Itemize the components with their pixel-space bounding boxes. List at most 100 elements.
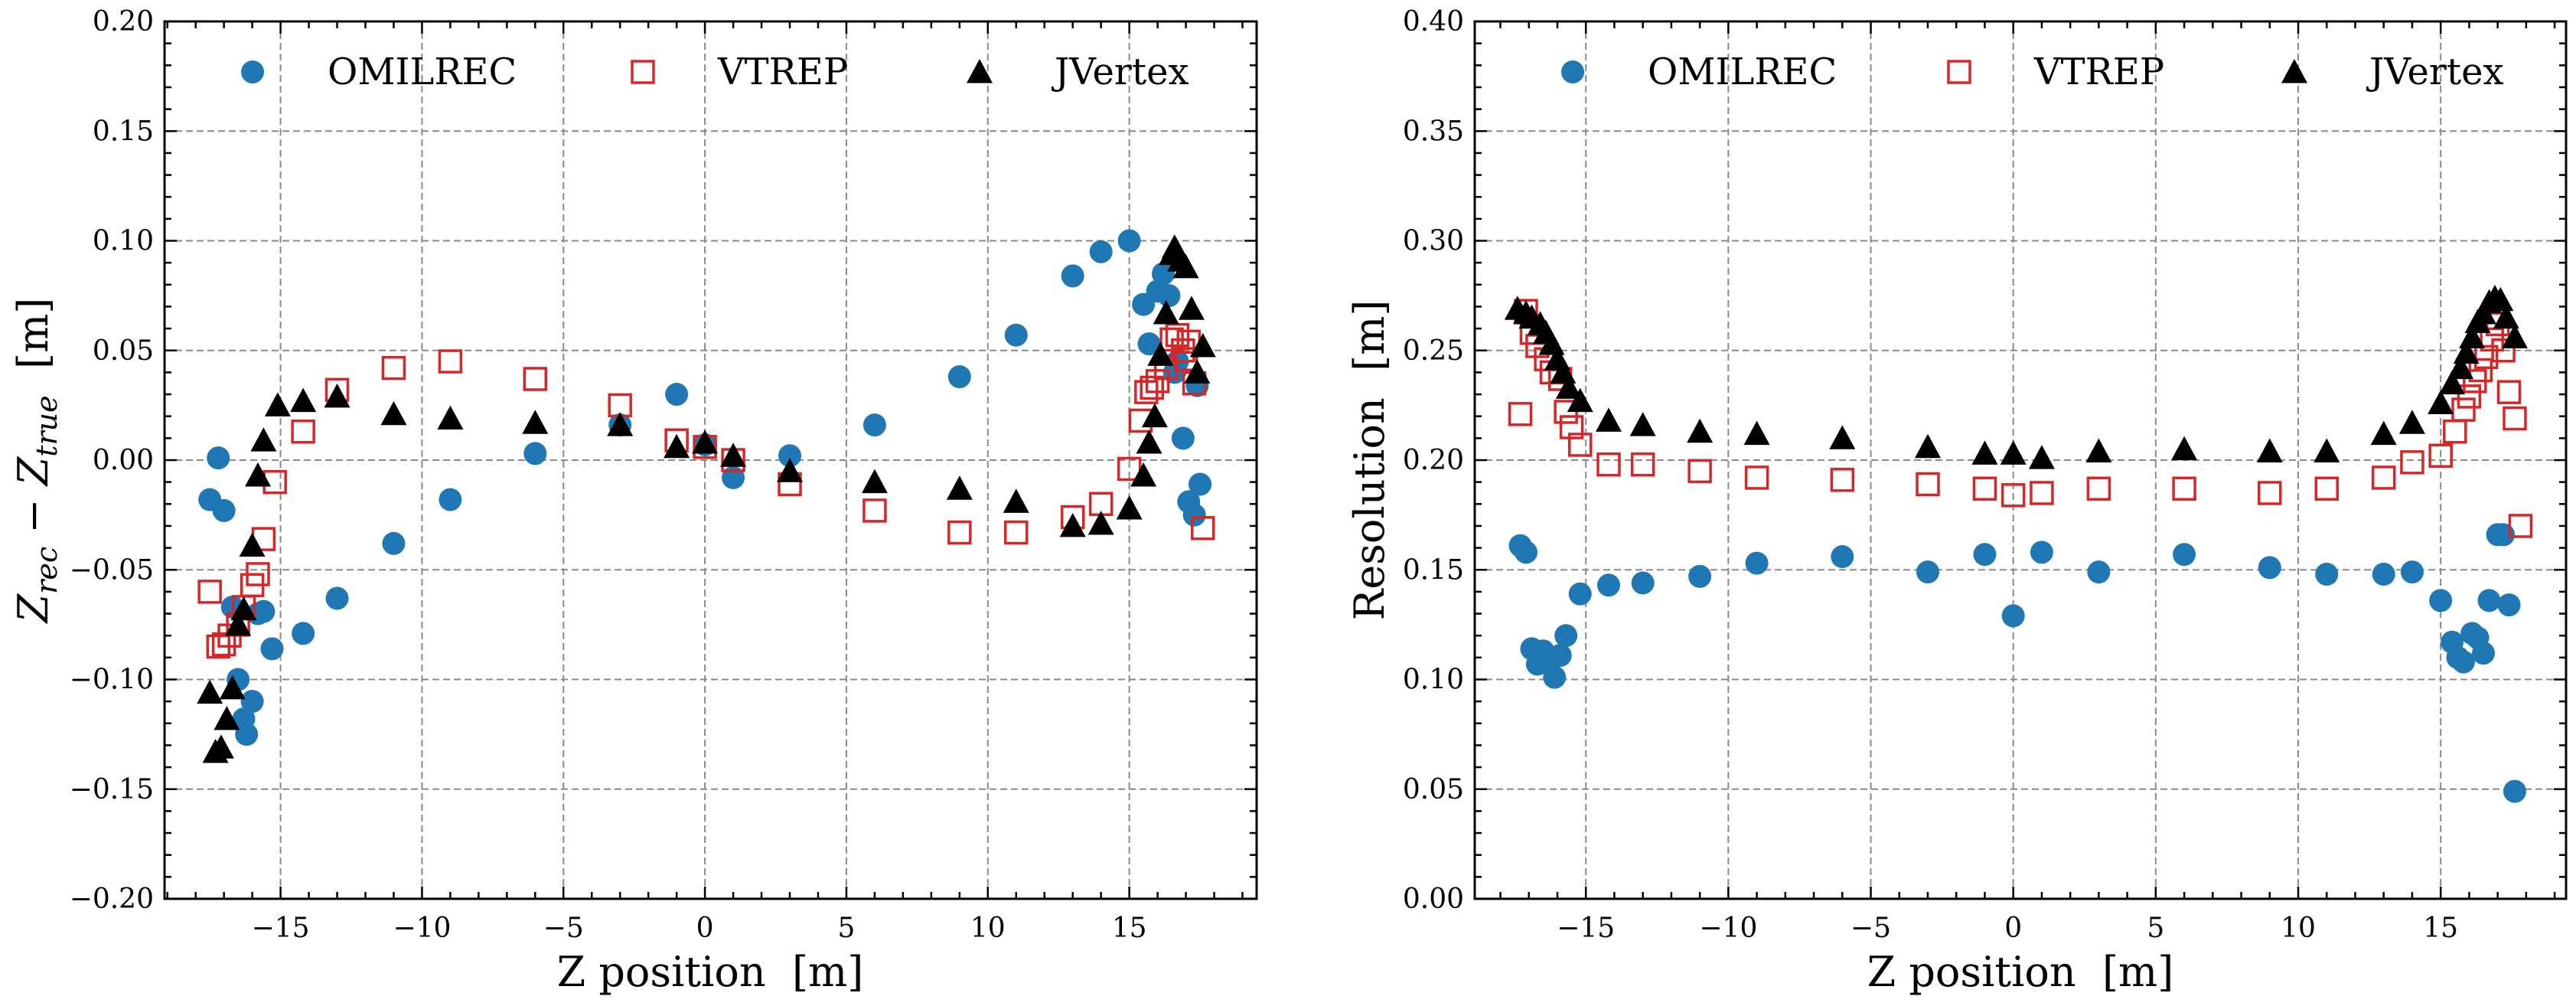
data-point-omilrec bbox=[1189, 472, 1212, 496]
y-tick-label: 0.00 bbox=[93, 445, 154, 476]
y-tick-label: −0.20 bbox=[70, 884, 154, 915]
data-point-jvertex bbox=[244, 462, 271, 487]
y-tick-label: 0.05 bbox=[1403, 774, 1464, 805]
y-tick-label: −0.05 bbox=[70, 554, 154, 586]
data-point-jvertex bbox=[1147, 341, 1174, 366]
series-vtrep bbox=[1508, 299, 2533, 538]
data-point-omilrec bbox=[240, 690, 264, 714]
data-point-omilrec bbox=[2173, 543, 2196, 567]
data-point-omilrec bbox=[2001, 604, 2025, 628]
legend-label-omilrec: OMILREC bbox=[1648, 51, 1837, 93]
x-tick-label: 5 bbox=[837, 913, 855, 944]
data-point-jvertex bbox=[230, 596, 257, 621]
data-point-omilrec bbox=[1004, 323, 1028, 347]
data-point-vtrep bbox=[1145, 369, 1170, 394]
data-point-jvertex bbox=[1743, 420, 1770, 446]
data-point-omilrec bbox=[1596, 573, 1620, 597]
data-point-vtrep bbox=[211, 632, 236, 657]
tick-labels: −15 −10 −5 0 5 10 15 0.00 0.05 0.10 0.15 0.20 0.25 0.… bbox=[1403, 6, 2458, 944]
data-point-jvertex bbox=[1178, 296, 1205, 320]
data-point-omilrec bbox=[1916, 560, 1939, 584]
plot-frame bbox=[163, 20, 1258, 900]
data-point-omilrec bbox=[1554, 624, 1578, 648]
x-tick-label: 5 bbox=[2147, 913, 2164, 944]
data-point-omilrec bbox=[1515, 541, 1538, 564]
y-label-z1: Z bbox=[9, 593, 57, 624]
y-label-sub1: rec bbox=[30, 547, 64, 594]
data-point-omilrec bbox=[523, 442, 547, 465]
data-point-vtrep bbox=[2371, 465, 2396, 490]
grid-lines bbox=[165, 21, 1257, 900]
data-point-jvertex bbox=[2428, 390, 2454, 414]
data-point-vtrep bbox=[1140, 375, 1164, 400]
series-vtrep bbox=[197, 322, 1215, 659]
data-point-vtrep bbox=[862, 498, 887, 523]
x-tick-label: −10 bbox=[393, 913, 451, 944]
data-point-jvertex bbox=[1172, 253, 1199, 279]
x-tick-label: −5 bbox=[1850, 913, 1891, 944]
data-point-vtrep bbox=[2400, 450, 2424, 475]
y-tick-label: 0.00 bbox=[1403, 884, 1464, 915]
data-point-omilrec bbox=[252, 599, 276, 623]
data-point-omilrec bbox=[778, 444, 802, 468]
series-jvertex bbox=[197, 234, 1216, 763]
data-point-omilrec bbox=[1171, 426, 1195, 450]
x-tick-label: 15 bbox=[2423, 913, 2458, 944]
data-point-jvertex bbox=[264, 392, 291, 416]
data-point-jvertex bbox=[380, 400, 407, 426]
x-tick-label: −5 bbox=[543, 913, 584, 944]
data-point-vtrep bbox=[2314, 476, 2339, 501]
y-axis-label: Zrec − Ztrue [m] bbox=[9, 298, 64, 625]
data-point-omilrec bbox=[1568, 582, 1592, 606]
plot-frame bbox=[1473, 20, 2568, 900]
data-point-vtrep bbox=[523, 367, 548, 391]
data-point-vtrep bbox=[381, 355, 406, 381]
y-tick-label: 0.10 bbox=[93, 226, 154, 257]
legend-label-omilrec: OMILREC bbox=[328, 51, 517, 93]
x-tick-label: −15 bbox=[252, 913, 310, 944]
legend-marker-jvertex bbox=[967, 59, 993, 83]
y-tick-label: 0.30 bbox=[1403, 226, 1464, 257]
data-point-omilrec bbox=[1631, 571, 1655, 595]
data-point-jvertex bbox=[2439, 370, 2466, 395]
data-point-jvertex bbox=[1141, 403, 1168, 428]
data-point-jvertex bbox=[1687, 418, 1714, 443]
data-point-omilrec bbox=[1089, 240, 1113, 263]
data-point-jvertex bbox=[777, 458, 804, 482]
data-point-omilrec bbox=[1182, 503, 1206, 527]
data-point-vtrep bbox=[1568, 433, 1593, 457]
data-point-vtrep bbox=[2030, 481, 2054, 505]
data-point-vtrep bbox=[2508, 514, 2533, 538]
data-point-jvertex bbox=[1567, 387, 1593, 413]
data-point-jvertex bbox=[1914, 433, 1941, 459]
data-point-jvertex bbox=[1059, 512, 1086, 537]
data-point-jvertex bbox=[2256, 438, 2283, 462]
data-point-jvertex bbox=[225, 611, 252, 636]
data-point-vtrep bbox=[1972, 476, 1997, 501]
data-point-jvertex bbox=[1971, 440, 1998, 465]
y-axis-label: Resolution [m] bbox=[1345, 300, 1394, 621]
data-point-jvertex bbox=[2398, 410, 2425, 434]
y-label-unit: [m] bbox=[9, 298, 57, 396]
data-point-vtrep bbox=[2258, 481, 2282, 505]
x-tick-label: −15 bbox=[1557, 913, 1615, 944]
data-point-omilrec bbox=[2503, 779, 2526, 803]
data-point-omilrec bbox=[212, 498, 236, 522]
data-point-omilrec bbox=[1157, 284, 1181, 308]
data-point-omilrec bbox=[2258, 556, 2281, 580]
data-points bbox=[197, 229, 1216, 763]
y-tick-label: 0.25 bbox=[1403, 335, 1464, 367]
data-point-omilrec bbox=[2492, 523, 2516, 547]
data-point-omilrec bbox=[439, 488, 462, 511]
data-point-vtrep bbox=[1004, 520, 1029, 545]
data-point-omilrec bbox=[1548, 643, 1572, 667]
series-jvertex bbox=[1504, 284, 2528, 469]
data-point-jvertex bbox=[2487, 286, 2514, 312]
data-point-omilrec bbox=[382, 531, 406, 555]
data-point-vtrep bbox=[1687, 459, 1712, 484]
legend-marker-omilrec bbox=[241, 60, 264, 83]
data-point-omilrec bbox=[207, 446, 230, 470]
data-point-vtrep bbox=[2496, 380, 2522, 404]
data-point-omilrec bbox=[325, 586, 349, 610]
legend-marker-omilrec bbox=[1561, 60, 1584, 83]
